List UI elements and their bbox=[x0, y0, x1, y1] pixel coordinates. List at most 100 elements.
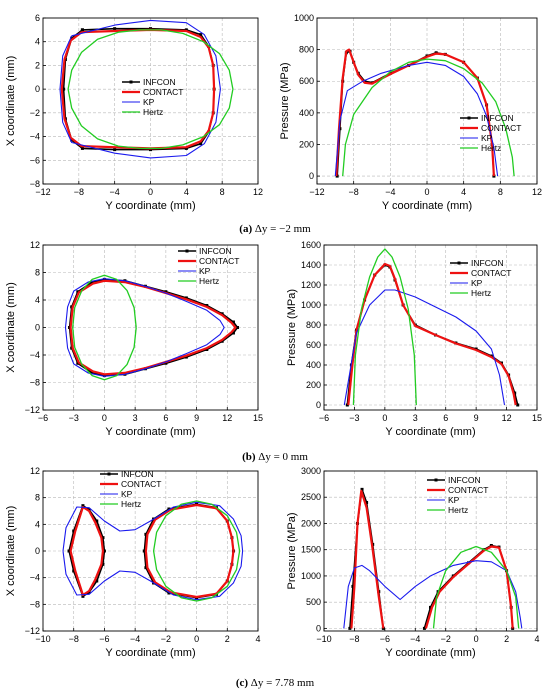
x-tick-label: −3 bbox=[349, 413, 359, 423]
y-tick-label: 0 bbox=[35, 323, 40, 333]
series-kp-line bbox=[62, 501, 244, 601]
y-tick-label: −8 bbox=[30, 179, 40, 189]
infcon-marker bbox=[90, 280, 94, 284]
x-tick-label: −4 bbox=[130, 634, 140, 644]
infcon-marker bbox=[167, 507, 171, 511]
infcon-marker bbox=[90, 371, 94, 375]
infcon-marker bbox=[70, 138, 74, 142]
series-hertz-line bbox=[352, 248, 417, 406]
x-tick-label: −3 bbox=[69, 413, 79, 423]
x-axis-label: Y coordinate (mm) bbox=[385, 426, 475, 438]
legend-label-contact: CONTACT bbox=[143, 87, 183, 97]
x-axis-label: Y coordinate (mm) bbox=[105, 200, 195, 212]
series-contact-line bbox=[60, 28, 216, 150]
legend-label-hertz: Hertz bbox=[199, 276, 219, 286]
legend-label-kp: KP bbox=[448, 495, 460, 505]
x-tick-label: −4 bbox=[410, 634, 420, 644]
infcon-marker bbox=[365, 500, 369, 504]
chart-a-right: −12 −8 −4 0 4 8 12 0 200 400 600 800 1000 Y coordinat… bbox=[279, 13, 542, 212]
y-tick-label: 1200 bbox=[301, 280, 321, 290]
x-tick-label: 15 bbox=[532, 413, 542, 423]
infcon-marker bbox=[220, 312, 224, 316]
caption-c: (c) Δy = 7.78 mm bbox=[0, 677, 550, 689]
infcon-marker bbox=[231, 320, 235, 324]
legend-label-hertz: Hertz bbox=[448, 505, 468, 515]
y-tick-label: 8 bbox=[35, 268, 40, 278]
infcon-marker bbox=[72, 569, 76, 573]
series-hertz-line bbox=[67, 29, 234, 150]
x-tick-label: −6 bbox=[99, 634, 109, 644]
y-tick-label: 500 bbox=[306, 597, 321, 607]
y-tick-label: 1000 bbox=[301, 571, 321, 581]
x-tick-label: 9 bbox=[194, 413, 199, 423]
x-tick-label: 8 bbox=[220, 187, 225, 197]
infcon-marker bbox=[87, 590, 91, 594]
x-tick-label: 4 bbox=[184, 187, 189, 197]
infcon-marker bbox=[67, 549, 71, 553]
legend-label-infcon: INFCON bbox=[481, 113, 514, 123]
legend-label-kp: KP bbox=[471, 278, 483, 288]
legend-marker bbox=[467, 116, 471, 120]
infcon-marker bbox=[184, 146, 188, 150]
y-tick-label: 4 bbox=[35, 519, 40, 529]
y-axis-label: X coordinate (mm) bbox=[5, 282, 17, 372]
legend-label-kp: KP bbox=[481, 133, 493, 143]
infcon-marker bbox=[205, 348, 209, 351]
x-tick-label: 0 bbox=[382, 413, 387, 423]
y-tick-label: −12 bbox=[25, 626, 40, 636]
infcon-marker bbox=[81, 504, 85, 508]
y-tick-label: 0 bbox=[309, 171, 314, 181]
infcon-marker bbox=[113, 148, 117, 152]
y-tick-label: −8 bbox=[30, 599, 40, 609]
legend-label-infcon: INFCON bbox=[471, 258, 504, 268]
series-contact-line bbox=[335, 48, 495, 177]
x-tick-label: 0 bbox=[194, 634, 199, 644]
y-tick-label: −4 bbox=[30, 573, 40, 583]
legend-label-hertz: Hertz bbox=[143, 107, 163, 117]
infcon-marker bbox=[199, 33, 203, 37]
y-tick-label: 2000 bbox=[301, 518, 321, 528]
x-tick-label: −2 bbox=[441, 634, 451, 644]
legend-label-contact: CONTACT bbox=[199, 256, 239, 266]
infcon-marker bbox=[81, 594, 85, 598]
x-tick-label: 12 bbox=[532, 187, 542, 197]
x-tick-label: 6 bbox=[163, 413, 168, 423]
y-tick-label: 600 bbox=[306, 340, 321, 350]
x-tick-label: 12 bbox=[502, 413, 512, 423]
chart-c-left: −10 −8 −6 −4 −2 0 2 4 −12 −8 −4 0 4 8 12 Y coordinate (… bbox=[5, 466, 261, 659]
infcon-marker bbox=[220, 339, 224, 343]
x-tick-label: 3 bbox=[413, 413, 418, 423]
infcon-marker bbox=[422, 626, 426, 630]
caption-a-text: Δy = −2 mm bbox=[254, 223, 311, 235]
infcon-marker bbox=[199, 142, 203, 146]
x-tick-label: 15 bbox=[253, 413, 263, 423]
infcon-marker bbox=[101, 536, 105, 540]
chart-b-left: −6 −3 0 3 6 9 12 15 −12 −8 −4 0 4 8 12 Y coordinate (mm… bbox=[5, 240, 263, 438]
series-kp-line bbox=[343, 560, 523, 629]
infcon-marker bbox=[513, 391, 517, 395]
series-group bbox=[343, 248, 520, 407]
y-tick-label: 400 bbox=[306, 360, 321, 370]
infcon-marker bbox=[76, 361, 80, 365]
caption-b-text: Δy = 0 mm bbox=[258, 451, 308, 463]
legend-label-hertz: Hertz bbox=[471, 288, 491, 298]
infcon-marker bbox=[348, 626, 352, 630]
y-tick-label: 1500 bbox=[301, 545, 321, 555]
legend-label-contact: CONTACT bbox=[471, 268, 511, 278]
x-tick-label: −4 bbox=[110, 187, 120, 197]
legend-marker bbox=[129, 80, 133, 84]
infcon-marker bbox=[144, 566, 148, 570]
x-tick-label: 9 bbox=[474, 413, 479, 423]
series-group bbox=[64, 274, 240, 381]
series-group bbox=[62, 500, 244, 602]
y-tick-label: 2 bbox=[35, 60, 40, 70]
series-group bbox=[59, 19, 234, 159]
series-infcon-line bbox=[423, 544, 514, 629]
series-contact-line bbox=[144, 503, 235, 599]
